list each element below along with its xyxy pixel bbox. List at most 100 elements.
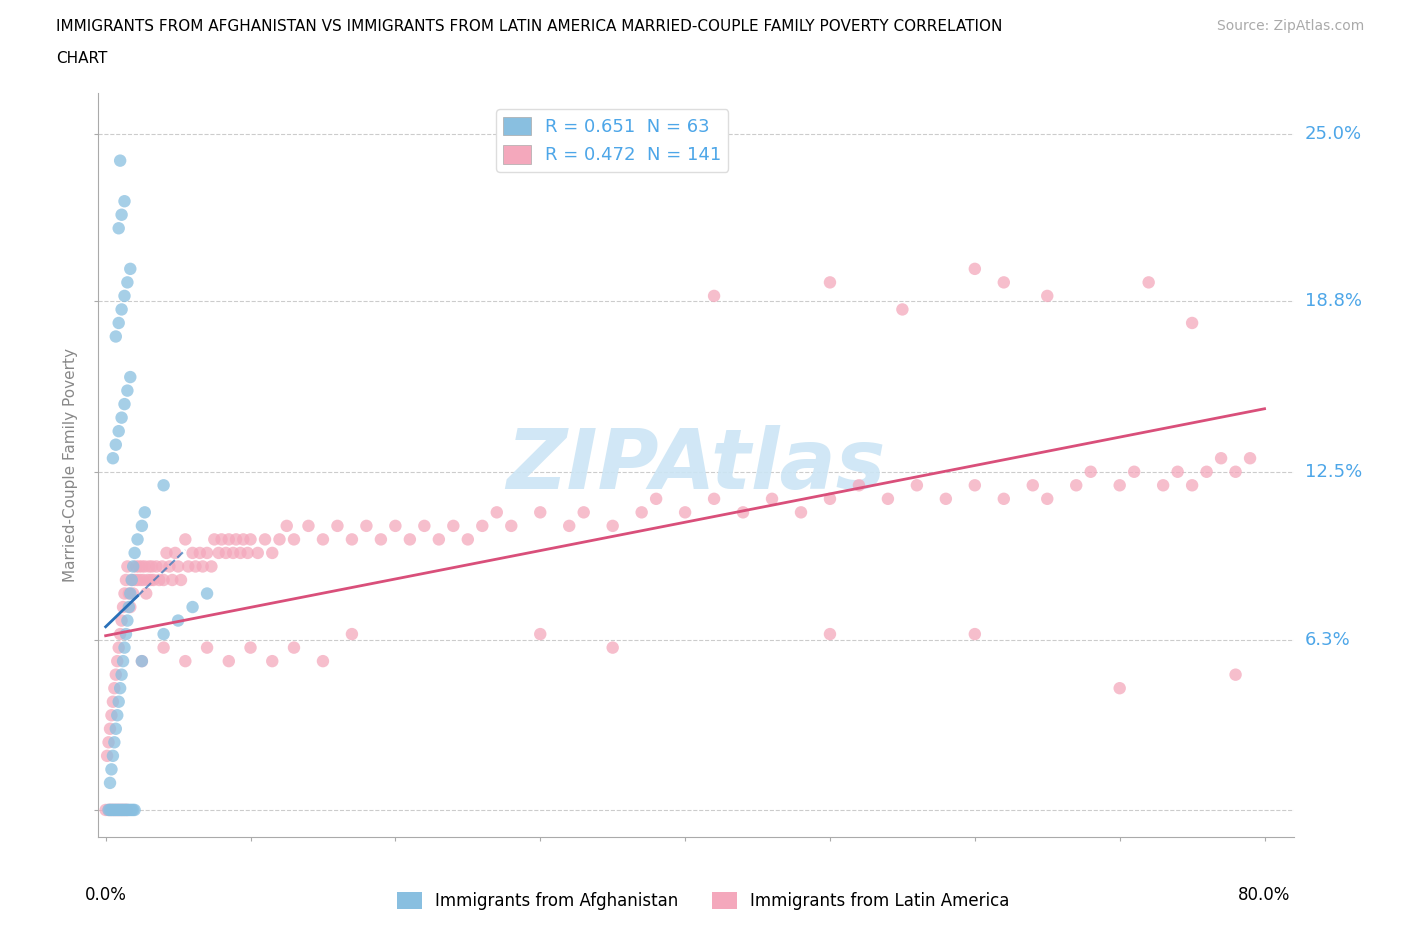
Point: [114, 803, 136, 817]
Point: [114, 586, 136, 601]
Point: [115, 573, 138, 588]
Point: [441, 518, 464, 533]
Point: [117, 803, 139, 817]
Point: [356, 518, 378, 533]
Point: [1108, 681, 1130, 696]
Point: [703, 288, 725, 303]
Point: [105, 708, 128, 723]
Point: [283, 640, 305, 655]
Point: [963, 261, 986, 276]
Point: [114, 803, 136, 817]
Point: [184, 559, 207, 574]
Legend: Immigrants from Afghanistan, Immigrants from Latin America: Immigrants from Afghanistan, Immigrants …: [389, 885, 1017, 917]
Point: [127, 532, 149, 547]
Point: [101, 749, 124, 764]
Point: [174, 532, 197, 547]
Point: [162, 573, 184, 588]
Point: [100, 803, 122, 817]
Point: [152, 478, 174, 493]
Point: [399, 532, 422, 547]
Point: [98, 803, 121, 817]
Point: [283, 532, 305, 547]
Point: [1080, 464, 1102, 479]
Point: [127, 573, 149, 588]
Point: [134, 559, 156, 574]
Point: [195, 586, 218, 601]
Point: [225, 532, 247, 547]
Point: [117, 803, 139, 817]
Point: [118, 803, 141, 817]
Point: [731, 505, 754, 520]
Point: [145, 559, 167, 574]
Point: [139, 573, 162, 588]
Point: [107, 424, 129, 439]
Text: 6.3%: 6.3%: [1305, 631, 1350, 648]
Point: [124, 573, 146, 588]
Point: [457, 532, 479, 547]
Point: [103, 803, 125, 817]
Point: [120, 369, 142, 384]
Point: [131, 559, 153, 574]
Point: [905, 478, 928, 493]
Point: [136, 573, 159, 588]
Text: IMMIGRANTS FROM AFGHANISTAN VS IMMIGRANTS FROM LATIN AMERICA MARRIED-COUPLE FAMI: IMMIGRANTS FROM AFGHANISTAN VS IMMIGRANT…: [56, 19, 1002, 33]
Point: [103, 803, 125, 817]
Point: [208, 546, 231, 561]
Point: [630, 505, 652, 520]
Point: [236, 546, 259, 561]
Point: [104, 329, 127, 344]
Point: [120, 261, 142, 276]
Point: [124, 546, 146, 561]
Point: [117, 613, 139, 628]
Point: [122, 803, 145, 817]
Point: [501, 518, 523, 533]
Point: [121, 573, 143, 588]
Point: [191, 559, 214, 574]
Point: [427, 532, 450, 547]
Point: [148, 573, 170, 588]
Point: [253, 532, 276, 547]
Point: [312, 654, 335, 669]
Point: [120, 600, 142, 615]
Point: [101, 803, 124, 817]
Point: [1239, 451, 1261, 466]
Point: [101, 451, 124, 466]
Point: [1036, 288, 1059, 303]
Point: [195, 640, 218, 655]
Point: [157, 559, 180, 574]
Point: [114, 193, 136, 208]
Text: 18.8%: 18.8%: [1305, 292, 1361, 311]
Point: [103, 681, 125, 696]
Point: [100, 803, 122, 817]
Point: [98, 803, 121, 817]
Point: [131, 654, 153, 669]
Point: [1225, 667, 1247, 682]
Text: 25.0%: 25.0%: [1305, 125, 1362, 142]
Point: [181, 546, 204, 561]
Point: [818, 275, 841, 290]
Point: [239, 640, 262, 655]
Point: [110, 803, 132, 817]
Point: [174, 654, 197, 669]
Point: [529, 505, 551, 520]
Point: [112, 600, 135, 615]
Point: [112, 803, 135, 817]
Point: [129, 573, 152, 588]
Point: [1152, 478, 1174, 493]
Point: [94, 803, 117, 817]
Point: [200, 559, 222, 574]
Point: [188, 546, 211, 561]
Point: [673, 505, 696, 520]
Point: [891, 302, 914, 317]
Text: 12.5%: 12.5%: [1305, 463, 1362, 481]
Point: [118, 586, 141, 601]
Point: [132, 573, 155, 588]
Text: ZIPAtlas: ZIPAtlas: [506, 424, 886, 506]
Point: [1209, 451, 1232, 466]
Point: [110, 803, 132, 817]
Point: [790, 505, 813, 520]
Point: [1123, 464, 1146, 479]
Point: [529, 627, 551, 642]
Point: [115, 803, 138, 817]
Point: [108, 803, 131, 817]
